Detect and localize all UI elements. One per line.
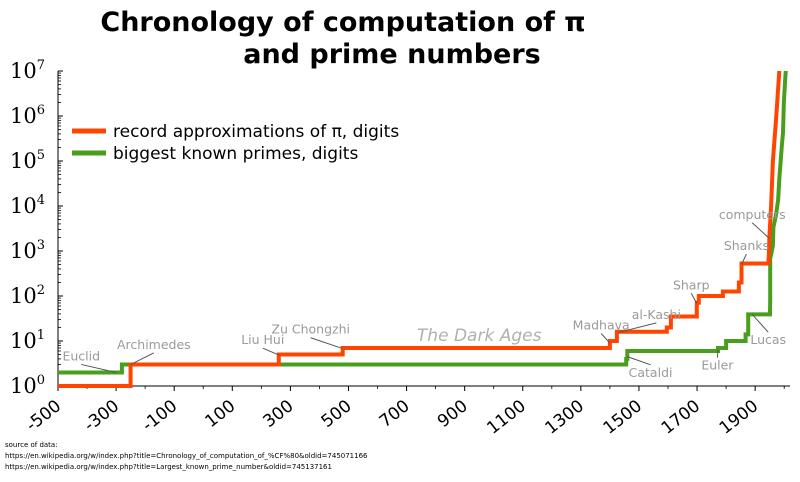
annotation-the-dark-ages: The Dark Ages	[417, 326, 542, 346]
legend-label-primes: biggest known primes, digits	[113, 144, 358, 164]
x-tick-label: 1100	[483, 396, 529, 438]
annotation-pointer-shanks	[741, 253, 747, 265]
y-tick-exponent: 1	[37, 328, 45, 343]
annotation-computers: computers	[719, 207, 786, 222]
annotation-liu-hui: Liu Hui	[241, 332, 284, 347]
annotation-pointer-cataldi	[627, 356, 651, 366]
y-tick-label: 100	[10, 373, 45, 398]
annotation-zu-chongzhi: Zu Chongzhi	[271, 322, 350, 337]
y-tick-base: 10	[10, 329, 37, 353]
annotation-euler: Euler	[701, 358, 734, 373]
y-tick-exponent: 2	[37, 283, 45, 298]
annotation-euclid: Euclid	[62, 348, 100, 363]
x-tick-label: -500	[22, 396, 65, 436]
y-tick-exponent: 4	[37, 193, 45, 208]
y-tick-base: 10	[10, 59, 37, 83]
y-tick-label: 102	[10, 283, 45, 308]
annotation-pointer-sharp	[690, 293, 698, 304]
annotation-lucas: Lucas	[750, 332, 786, 347]
y-tick-label: 104	[10, 193, 45, 218]
source-url-pi: https://en.wikipedia.org/w/index.php?tit…	[5, 452, 368, 460]
annotation-pointer-liu-hui	[262, 347, 280, 356]
x-tick-label: 900	[434, 396, 472, 432]
data-source-note: source of data: https://en.wikipedia.org…	[5, 441, 368, 471]
x-tick-label: 300	[260, 396, 298, 432]
series-line-primes	[58, 71, 788, 375]
annotation-pointer-lucas	[751, 314, 769, 333]
x-tick-label: 100	[201, 396, 239, 432]
y-tick-exponent: 3	[37, 238, 45, 253]
x-tick-label: 700	[376, 396, 414, 432]
x-tick-label: 1300	[542, 396, 588, 438]
annotation-madhava: Madhava	[573, 318, 630, 333]
source-label: source of data:	[5, 441, 58, 449]
chart-title-line-2: and prime numbers	[243, 39, 541, 70]
annotation-pointer-euclid	[81, 363, 117, 373]
y-tick-label: 107	[10, 58, 45, 83]
legend-label-pi: record approximations of π, digits	[113, 122, 399, 142]
x-tick-label: -100	[139, 396, 182, 436]
x-tick-label: 1900	[716, 396, 762, 438]
y-tick-base: 10	[10, 149, 37, 173]
chart-legend: record approximations of π, digitsbigges…	[72, 122, 399, 164]
annotation-pointer-euler	[716, 349, 719, 358]
y-tick-label: 106	[10, 103, 45, 128]
y-tick-base: 10	[10, 239, 37, 263]
annotation-archimedes: Archimedes	[117, 337, 191, 352]
y-tick-exponent: 5	[37, 148, 45, 163]
y-tick-label: 101	[10, 328, 45, 353]
series-line-pi	[58, 71, 782, 388]
y-tick-base: 10	[10, 374, 37, 398]
y-tick-base: 10	[10, 194, 37, 218]
x-tick-label: 1500	[600, 396, 646, 438]
source-url-primes: https://en.wikipedia.org/w/index.php?tit…	[5, 463, 332, 471]
annotation-pointer-al-kashi	[618, 322, 657, 333]
y-tick-label: 103	[10, 238, 45, 263]
annotation-pointer-madhava	[600, 333, 611, 344]
annotation-pointer-computers	[751, 222, 770, 239]
annotation-pointer-zu-chongzhi	[310, 337, 343, 350]
annotation-al-kashi: al-Kashi	[632, 307, 681, 322]
y-tick-base: 10	[10, 104, 37, 128]
x-tick-label: -300	[80, 396, 123, 436]
y-tick-exponent: 0	[37, 373, 45, 388]
annotation-pointer-archimedes	[130, 352, 155, 365]
annotation-cataldi: Cataldi	[629, 365, 673, 380]
annotation-sharp: Sharp	[673, 277, 710, 292]
x-tick-label: 1700	[658, 396, 704, 438]
y-tick-exponent: 7	[37, 58, 45, 73]
chart-title-line-1: Chronology of computation of π	[100, 7, 585, 38]
annotation-shanks: Shanks	[724, 238, 769, 253]
x-tick-label: 500	[318, 396, 356, 432]
y-tick-base: 10	[10, 284, 37, 308]
y-tick-label: 105	[10, 148, 45, 173]
y-tick-exponent: 6	[37, 103, 45, 118]
